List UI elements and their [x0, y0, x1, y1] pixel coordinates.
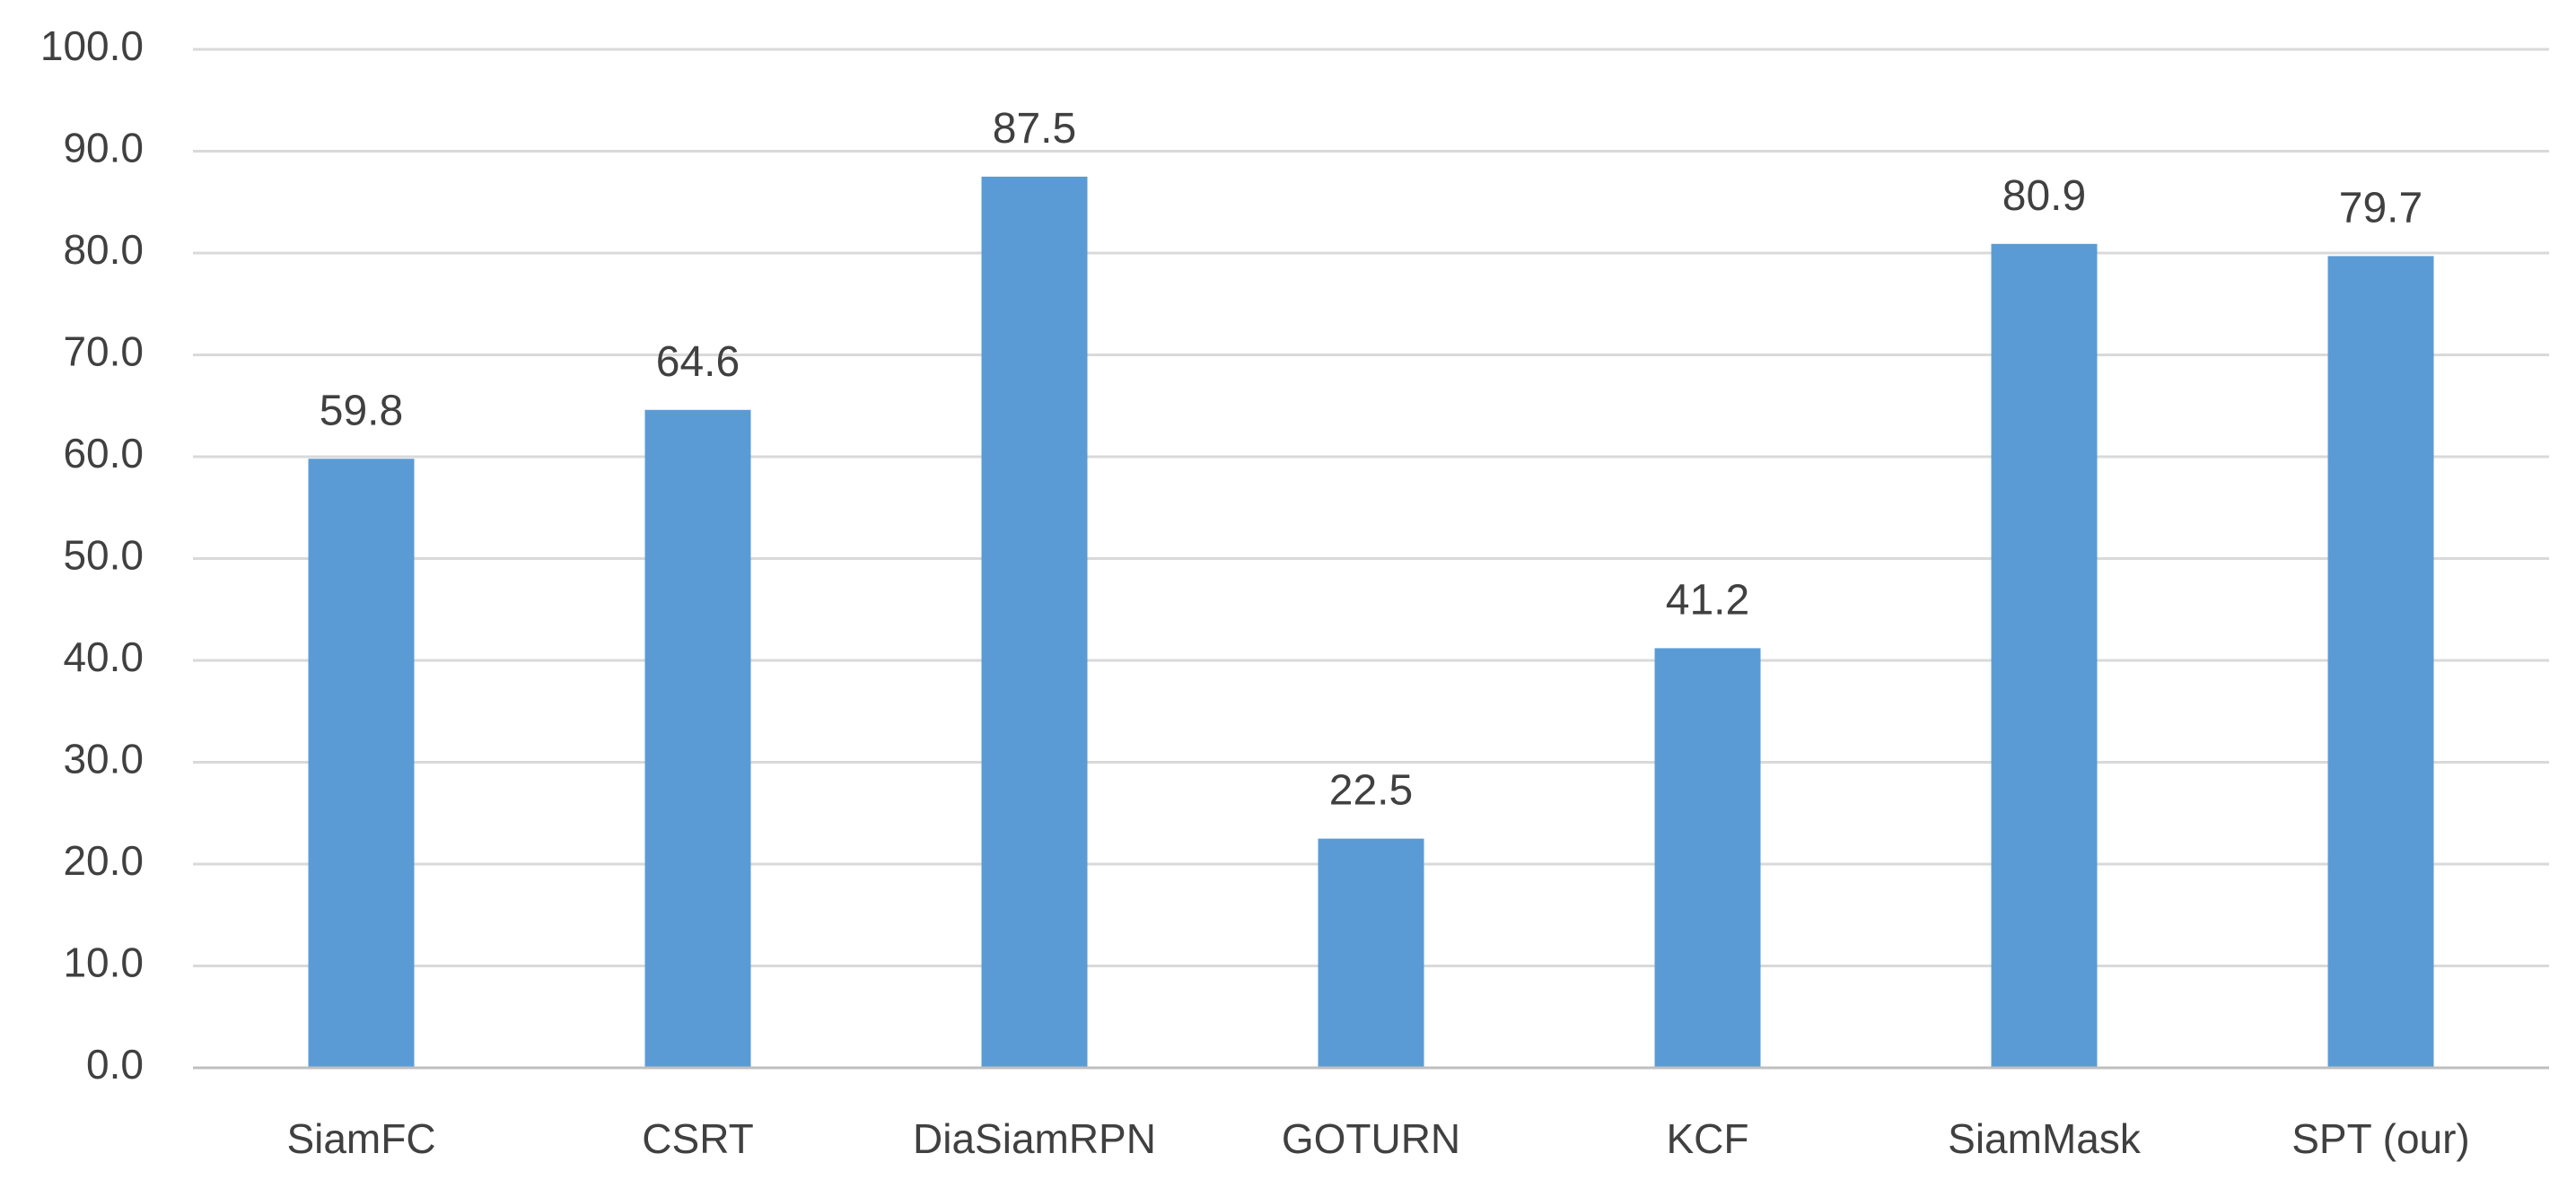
y-tick-label: 70.0 [63, 328, 144, 375]
bar [1318, 838, 1424, 1068]
y-tick-label: 60.0 [63, 430, 144, 476]
x-category-label: SPT (our) [2291, 1115, 2470, 1162]
data-label: 87.5 [993, 105, 1076, 153]
y-tick-label: 10.0 [63, 939, 144, 986]
data-label: 79.7 [2339, 184, 2423, 232]
bar [308, 459, 415, 1068]
x-category-label: DiaSiamRPN [913, 1115, 1156, 1162]
y-tick-label: 20.0 [63, 837, 144, 884]
bar [1654, 648, 1761, 1068]
data-label: 41.2 [1666, 576, 1749, 624]
y-tick-label: 40.0 [63, 633, 144, 680]
bar [1991, 243, 2098, 1068]
y-tick-label: 50.0 [63, 532, 144, 579]
x-axis-category-labels: SiamFC CSRT DiaSiamRPN GOTURN KCF SiamMask SPT… [286, 1115, 2469, 1162]
y-tick-label: 80.0 [63, 226, 144, 273]
gridlines [193, 48, 2549, 967]
y-tick-label: 90.0 [63, 125, 144, 171]
x-category-label: GOTURN [1282, 1115, 1460, 1162]
bars [308, 176, 2434, 1068]
data-labels: 59.8 64.6 87.5 22.5 41.2 80.9 79.7 [320, 105, 2423, 815]
y-tick-label: 0.0 [86, 1041, 144, 1088]
x-category-label: SiamMask [1948, 1115, 2142, 1162]
bar [981, 176, 1088, 1068]
data-label: 64.6 [656, 338, 740, 386]
bar [644, 409, 751, 1068]
data-label: 80.9 [2002, 172, 2086, 220]
data-label: 22.5 [1329, 767, 1413, 815]
y-tick-label: 100.0 [40, 22, 144, 69]
y-tick-label: 30.0 [63, 736, 144, 782]
y-axis-tick-labels: 0.0 10.0 20.0 30.0 40.0 50.0 60.0 70.0 80.0 90.0 1… [40, 22, 144, 1088]
x-category-label: CSRT [642, 1115, 753, 1162]
data-label: 59.8 [320, 387, 403, 434]
bar [2327, 256, 2434, 1068]
x-category-label: SiamFC [286, 1115, 435, 1162]
x-category-label: KCF [1667, 1115, 1749, 1162]
